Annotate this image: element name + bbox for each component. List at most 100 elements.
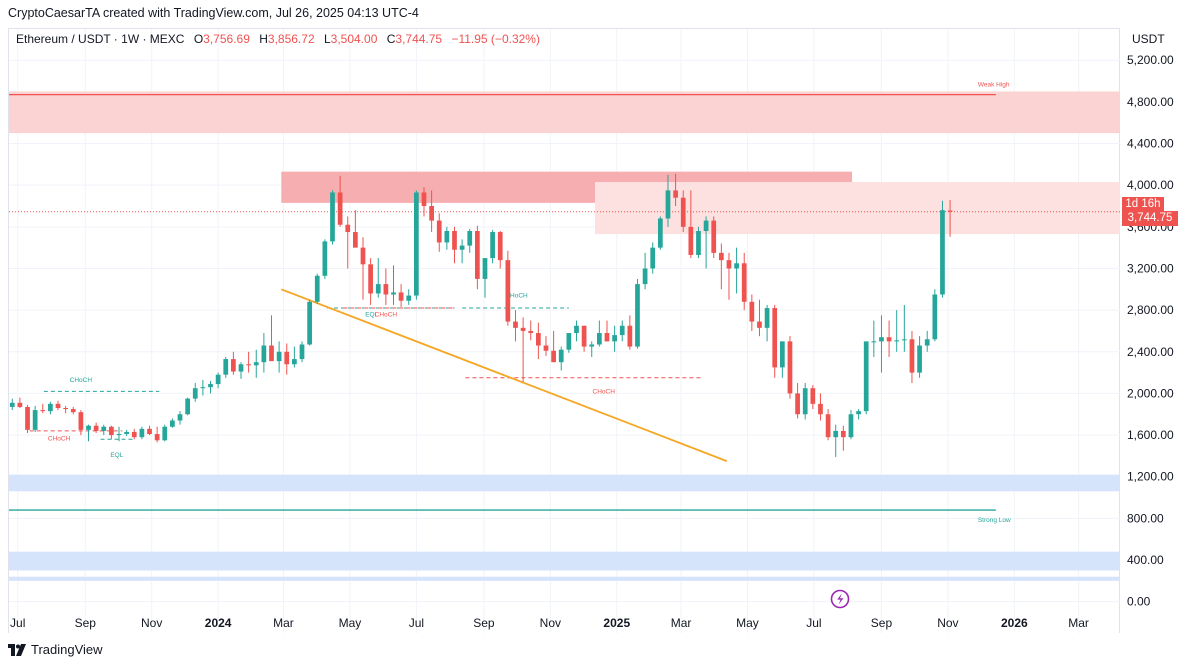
candle xyxy=(48,401,53,415)
candle-body xyxy=(421,192,427,207)
candle xyxy=(917,336,922,378)
candle xyxy=(25,404,30,433)
candle-body xyxy=(543,345,549,351)
candle-body xyxy=(246,364,251,366)
candle-body xyxy=(375,284,381,294)
dividend-event-icon[interactable] xyxy=(830,589,850,609)
tradingview-logo[interactable]: TradingView xyxy=(8,642,103,657)
candle xyxy=(833,424,839,457)
candle-body xyxy=(231,359,236,372)
candle xyxy=(391,265,396,305)
candle xyxy=(414,190,419,300)
candle-body xyxy=(276,351,282,362)
candle xyxy=(78,410,84,436)
candle-body xyxy=(513,321,518,328)
structure-label: CHoCH xyxy=(48,435,71,442)
trendline-layer xyxy=(280,288,728,462)
candle xyxy=(467,228,473,253)
y-tick-label: 400.00 xyxy=(1127,553,1164,567)
y-tick-label: 1,600.00 xyxy=(1127,428,1174,442)
candle-body xyxy=(749,301,755,322)
high-label: H xyxy=(259,32,268,46)
candle-body xyxy=(253,362,259,366)
y-tick-label: 4,800.00 xyxy=(1127,95,1174,109)
demand-zone xyxy=(9,576,1120,581)
supply-zone xyxy=(594,182,1120,235)
candle-body xyxy=(535,333,541,346)
y-tick-label: 2,800.00 xyxy=(1127,303,1174,317)
candle xyxy=(246,351,251,373)
y-tick-label: 2,000.00 xyxy=(1127,386,1174,400)
brand-name: TradingView xyxy=(31,642,103,657)
demand-zone xyxy=(9,474,1120,492)
currency-label[interactable]: USDT xyxy=(1132,32,1165,46)
candle-body xyxy=(185,398,190,415)
candle xyxy=(879,315,884,373)
candle xyxy=(383,268,389,305)
candle xyxy=(627,315,633,350)
candle-body xyxy=(848,414,854,438)
x-tick-label: Mar xyxy=(1068,616,1089,630)
candle-body xyxy=(947,210,953,212)
candle-body xyxy=(558,349,564,363)
candle xyxy=(276,341,282,373)
candle xyxy=(101,424,107,436)
candle xyxy=(490,229,495,264)
candle xyxy=(596,320,602,347)
candle-body xyxy=(505,260,511,322)
candle-body xyxy=(879,337,884,342)
candle xyxy=(802,383,808,420)
candle-body xyxy=(650,247,656,269)
candle-body xyxy=(871,341,877,343)
candle xyxy=(368,258,373,305)
candle xyxy=(17,397,23,409)
symbol-label[interactable]: Ethereum / USDT · 1W · MEXC xyxy=(16,32,185,46)
candle xyxy=(657,216,663,250)
candles-layer xyxy=(9,173,953,457)
high-value: 3,856.72 xyxy=(267,32,315,46)
candle xyxy=(292,346,297,368)
x-tick-label: Mar xyxy=(273,616,294,630)
candle-body xyxy=(353,232,358,248)
candle xyxy=(109,425,114,440)
candle-body xyxy=(55,403,61,409)
candle xyxy=(269,315,274,362)
x-tick-label: Nov xyxy=(141,616,162,630)
candle xyxy=(871,320,877,357)
low-value: 3,504.00 xyxy=(330,32,378,46)
candle xyxy=(665,174,671,227)
candle xyxy=(581,325,587,352)
candle-body xyxy=(40,410,46,412)
y-tick-label: 4,000.00 xyxy=(1127,178,1174,192)
candle-body xyxy=(139,428,145,438)
candle xyxy=(635,278,640,349)
candle xyxy=(528,320,534,341)
candle xyxy=(116,426,122,442)
candle xyxy=(673,173,678,207)
candle-body xyxy=(932,294,938,340)
candle-body xyxy=(818,403,823,415)
candle xyxy=(482,258,488,298)
candle xyxy=(574,320,579,342)
candle xyxy=(848,410,854,440)
candle-body xyxy=(574,325,579,334)
candle xyxy=(154,426,160,443)
x-tick-label: 2024 xyxy=(205,616,232,630)
candle xyxy=(551,330,556,363)
candle xyxy=(764,304,770,342)
x-tick-label: May xyxy=(736,616,759,630)
candle-body xyxy=(642,268,648,285)
candle-body xyxy=(223,359,229,375)
candle-body xyxy=(292,359,297,365)
candle xyxy=(642,252,648,290)
candle-body xyxy=(429,206,434,221)
candle xyxy=(535,322,541,360)
candle-body xyxy=(200,387,206,389)
candle-body xyxy=(131,431,137,438)
trendline xyxy=(280,288,728,462)
candle-body xyxy=(109,426,114,436)
candle xyxy=(688,190,694,259)
plot-area[interactable] xyxy=(8,28,1120,633)
candle xyxy=(170,418,175,428)
